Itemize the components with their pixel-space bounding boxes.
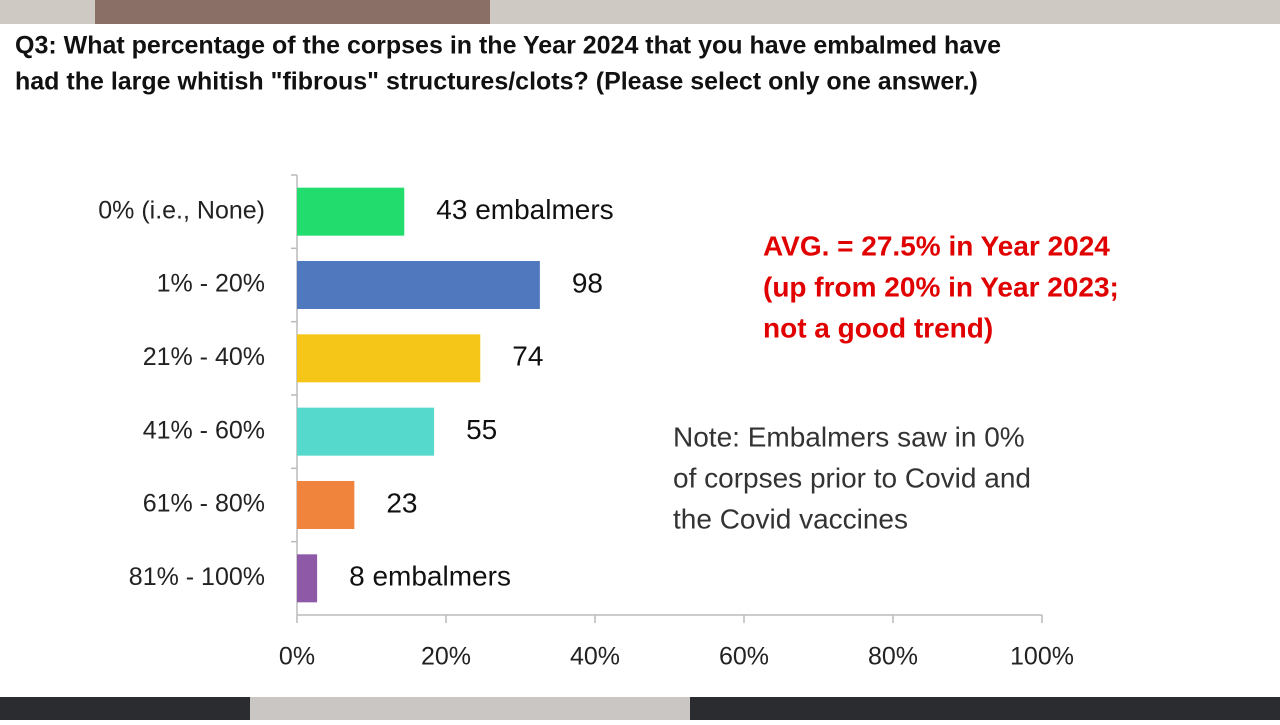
y-tick-label: 21% - 40% [143,343,265,371]
y-tick-label: 61% - 80% [143,490,265,518]
bar [297,261,540,309]
annotation: the Covid vaccines [673,503,908,534]
bar [297,334,481,383]
value-label: 43 embalmers [436,194,613,225]
annotation: not a good trend) [763,312,993,343]
value-label: 98 [572,267,603,298]
value-label: 74 [512,341,543,372]
annotation: AVG. = 27.5% in Year 2024 [763,230,1110,261]
x-tick-label: 100% [1010,643,1074,671]
bar [297,187,405,236]
x-tick-label: 80% [868,643,918,671]
annotation: (up from 20% in Year 2023; [763,271,1119,302]
y-tick-label: 0% (i.e., None) [98,196,265,224]
value-label: 8 embalmers [349,561,511,592]
x-tick-label: 0% [279,643,315,671]
annotation: Note: Embalmers saw in 0% [673,421,1025,452]
y-tick-label: 41% - 60% [143,416,265,444]
video-strip [95,0,490,24]
chart-title: had the large whitish "fibrous" structur… [15,68,978,96]
value-label: 55 [466,414,497,445]
y-tick-label: 81% - 100% [129,563,265,591]
y-tick-label: 1% - 20% [157,270,265,298]
chart-title: Q3: What percentage of the corpses in th… [15,32,1001,60]
bar [297,407,435,456]
annotation: of corpses prior to Covid and [673,462,1031,493]
x-tick-label: 60% [719,643,769,671]
video-strip [250,697,690,720]
x-tick-label: 40% [570,643,620,671]
bar [297,554,318,603]
value-label: 23 [386,487,417,518]
bar [297,481,355,529]
x-tick-label: 20% [421,643,471,671]
